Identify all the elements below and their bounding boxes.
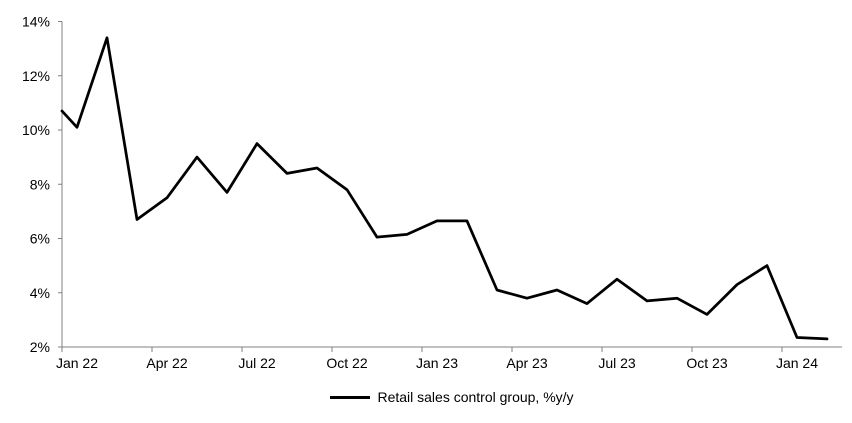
x-tick-label: Oct 22 (326, 355, 367, 371)
x-tick-label: Oct 23 (686, 355, 727, 371)
series-line-retail-sales (60, 36, 829, 341)
chart-legend: Retail sales control group, %y/y (62, 389, 842, 405)
y-tick-label: 6% (30, 231, 50, 247)
y-tick-label: 12% (22, 68, 50, 84)
x-tick-label: Apr 23 (506, 355, 547, 371)
x-tick-label: Jul 22 (238, 355, 276, 371)
line-chart-canvas: 2% 4% 6% 8% 10% 12% 14% Jan 22 Apr 22 Jul 22 Oct 2… (22, 14, 842, 371)
x-tick-label: Jan 23 (416, 355, 458, 371)
x-tick-label: Jan 24 (776, 355, 818, 371)
x-tick-label: Jan 22 (56, 355, 98, 371)
legend-line-sample-icon (330, 395, 371, 399)
y-tick-label: 2% (30, 339, 50, 355)
x-tick-label: Jul 23 (598, 355, 636, 371)
y-tick-label: 14% (22, 14, 50, 30)
y-tick-label: 8% (30, 176, 50, 192)
x-tick-label: Apr 22 (146, 355, 187, 371)
y-tick-label: 4% (30, 285, 50, 301)
y-tick-label: 10% (22, 122, 50, 138)
legend-series-label: Retail sales control group, %y/y (377, 389, 574, 405)
